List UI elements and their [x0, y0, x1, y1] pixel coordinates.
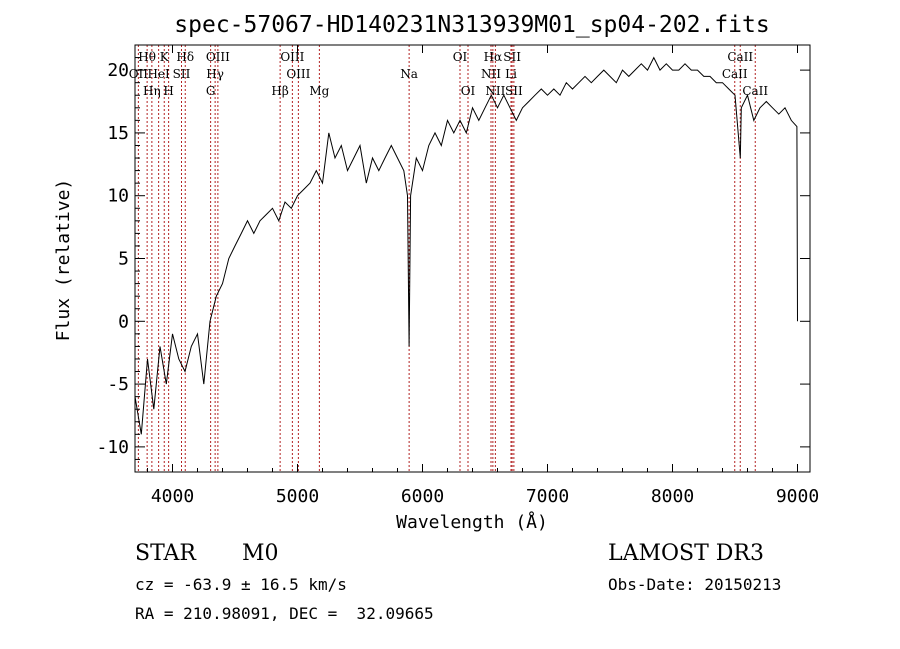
survey-name: LAMOST DR3 — [608, 541, 764, 566]
x-axis-label: Wavelength (Å) — [396, 511, 548, 533]
feature-label: Na — [400, 67, 418, 81]
feature-label: SII — [173, 67, 191, 81]
feature-label: Li — [505, 67, 517, 81]
feature-label: SII — [503, 50, 521, 64]
x-tick-label: 4000 — [151, 486, 194, 507]
feature-label: CaII — [727, 50, 753, 64]
feature-label: Mg — [309, 84, 329, 98]
object-subclass: M0 — [242, 541, 279, 566]
coordinates-readout: RA = 210.98091, DEC = 32.09665 — [135, 604, 434, 623]
object-class: STAR — [135, 541, 197, 566]
feature-label: Hγ — [206, 67, 224, 81]
x-tick-label: 9000 — [776, 486, 819, 507]
feature-label: OIII — [286, 67, 310, 81]
y-tick-label: 20 — [107, 60, 129, 81]
y-tick-label: -5 — [107, 374, 129, 395]
feature-label: OII — [129, 67, 149, 81]
feature-label: G — [206, 84, 216, 98]
y-axis-ticks: -10 -5 0 5 10 15 20 — [96, 57, 810, 460]
x-tick-label: 8000 — [651, 486, 694, 507]
feature-label: CaII — [742, 84, 768, 98]
x-tick-label: 6000 — [401, 486, 444, 507]
y-tick-label: 0 — [118, 311, 129, 332]
feature-label: NII — [485, 84, 505, 98]
spectral-feature-lines — [137, 45, 756, 472]
feature-label: OIII — [280, 50, 304, 64]
spectrum-series-line — [134, 56, 798, 435]
feature-label: SII — [505, 84, 523, 98]
feature-label: NII — [481, 67, 501, 81]
x-tick-label: 7000 — [526, 486, 569, 507]
y-tick-label: -10 — [96, 437, 129, 458]
y-tick-label: 5 — [118, 249, 129, 270]
chart-title: spec-57067-HD140231N313939M01_sp04-202.f… — [174, 12, 769, 38]
feature-label: HeI — [147, 67, 170, 81]
feature-label: Hδ — [176, 50, 194, 64]
feature-label: H — [163, 84, 173, 98]
feature-label: Hη — [143, 84, 161, 98]
obs-date: Obs-Date: 20150213 — [608, 575, 781, 594]
feature-label: OI — [453, 50, 468, 64]
x-axis-ticks: 4000 5000 6000 7000 8000 9000 — [147, 45, 819, 507]
feature-label: Hθ — [138, 50, 156, 64]
feature-label: OI — [461, 84, 476, 98]
y-tick-label: 10 — [107, 186, 129, 207]
x-tick-label: 5000 — [276, 486, 319, 507]
redshift-readout: cz = -63.9 ± 16.5 km/s — [135, 575, 347, 594]
feature-label: Hα — [484, 50, 503, 64]
feature-label: CaII — [722, 67, 748, 81]
feature-label: K — [160, 50, 170, 64]
feature-label: Hβ — [271, 84, 288, 98]
feature-label: OIII — [206, 50, 230, 64]
y-axis-label: Flux (relative) — [53, 179, 74, 342]
y-tick-label: 15 — [107, 123, 129, 144]
